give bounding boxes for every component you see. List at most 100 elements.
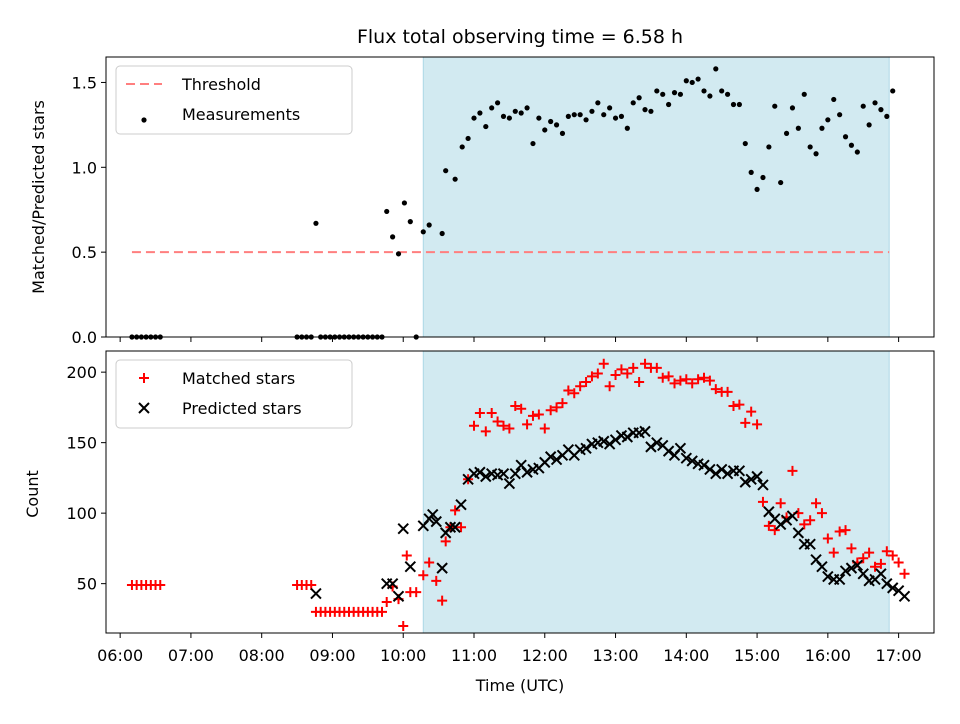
measurement-point xyxy=(642,107,648,113)
matched-star-point xyxy=(504,423,515,434)
matched-star-point xyxy=(657,372,668,383)
predicted-star-point xyxy=(804,538,816,550)
matched-star-point xyxy=(522,419,533,430)
matched-star-point xyxy=(622,368,633,379)
matched-star-point xyxy=(834,526,845,537)
predicted-star-point xyxy=(710,467,722,480)
measurement-point xyxy=(707,93,713,99)
y-tick-label: 200 xyxy=(66,363,97,382)
predicted-star-point xyxy=(521,466,533,478)
predicted-star-point xyxy=(845,562,858,574)
measurement-point xyxy=(890,88,896,94)
measurement-point xyxy=(483,123,489,130)
measurement-point xyxy=(813,151,819,157)
measurement-point xyxy=(719,88,725,94)
x-tick-label: 11:00 xyxy=(451,646,497,665)
matched-star-point xyxy=(604,381,615,392)
measurement-point xyxy=(459,144,465,150)
matched-star-point xyxy=(775,498,786,509)
measurement-point xyxy=(443,168,449,174)
matched-star-point xyxy=(722,386,733,397)
predicted-star-point xyxy=(550,453,563,466)
legend-predicted-swatch xyxy=(138,402,150,414)
measurement-point xyxy=(671,90,678,96)
measurement-point xyxy=(713,66,719,72)
measurement-point xyxy=(518,110,524,116)
predicted-star-point xyxy=(474,466,486,478)
predicted-star-point xyxy=(745,473,757,486)
measurement-point xyxy=(407,219,413,225)
measurement-point xyxy=(736,101,742,108)
legend-box xyxy=(115,65,353,135)
predicted-star-point xyxy=(609,434,622,446)
predicted-star-point xyxy=(444,521,457,533)
predicted-star-point xyxy=(780,514,793,526)
predicted-star-point xyxy=(455,498,467,511)
measurement-point xyxy=(825,117,831,123)
predicted-star-point xyxy=(704,463,716,476)
matched-star-point xyxy=(893,557,904,568)
measurement-point xyxy=(866,122,872,128)
measurement-point xyxy=(439,230,445,237)
measurement-point xyxy=(742,140,748,147)
matched-star-point xyxy=(763,520,774,531)
measurement-point xyxy=(548,118,554,125)
y-tick-label: 50 xyxy=(77,575,97,594)
measurement-point xyxy=(452,176,458,182)
ratio-panel: 0.0 0.5 1.0 1.5 Threshold Measurements xyxy=(72,56,935,347)
x-tick-label: 14:00 xyxy=(663,646,709,665)
matched-star-point xyxy=(418,570,429,581)
matched-star-point xyxy=(450,505,461,516)
matched-star-point xyxy=(734,399,745,410)
measurement-point xyxy=(571,112,577,118)
matched-star-point xyxy=(469,420,479,431)
matched-star-point xyxy=(887,550,898,561)
matched-star-point xyxy=(693,374,704,385)
measurement-point xyxy=(618,113,625,119)
predicted-star-point xyxy=(427,508,439,521)
matched-star-point xyxy=(510,400,521,411)
matched-star-point xyxy=(539,423,550,434)
predicted-star-point xyxy=(816,561,828,573)
measurement-point xyxy=(766,144,772,150)
x-tick-label: 16:00 xyxy=(805,646,851,665)
predicted-star-point xyxy=(721,467,734,480)
predicted-star-point xyxy=(544,451,557,463)
figure-title: Flux total observing time = 6.58 h xyxy=(357,26,683,48)
matched-star-point xyxy=(634,377,645,388)
y-tick-label: 150 xyxy=(66,434,97,453)
predicted-star-point xyxy=(839,565,852,577)
measurement-point xyxy=(390,234,396,240)
measurement-point xyxy=(500,113,507,119)
matched-star-point xyxy=(431,575,442,586)
y-tick-label: 1.0 xyxy=(72,158,97,177)
x-tick-label: 09:00 xyxy=(309,646,355,665)
x-tick-label: 07:00 xyxy=(168,646,214,665)
matched-star-point xyxy=(769,525,780,536)
y-tick-label: 0.0 xyxy=(72,328,97,347)
measurement-point xyxy=(854,149,860,155)
top-y-axis-label: Matched/Predicted stars xyxy=(29,100,48,294)
measurement-point xyxy=(748,169,754,175)
predicted-star-point xyxy=(430,515,442,528)
count-panel: 50 100 150 200 06:00 07:00 08:00 09:00 10:00 11:0… xyxy=(66,350,935,665)
matched-star-point xyxy=(675,375,686,386)
matched-star-point xyxy=(628,362,639,373)
measurement-point xyxy=(542,127,548,133)
matched-star-point xyxy=(787,465,798,476)
measurement-point xyxy=(489,105,495,111)
matched-star-point xyxy=(563,385,574,396)
measurement-point xyxy=(795,125,801,131)
matched-star-point xyxy=(381,596,392,607)
legend-matched-swatch xyxy=(139,373,149,383)
measurement-point xyxy=(683,78,689,84)
measurement-point xyxy=(607,105,613,111)
predicted-star-point xyxy=(733,465,746,477)
x-tick-label: 13:00 xyxy=(592,646,638,665)
predicted-star-point xyxy=(436,562,448,574)
matched-star-point xyxy=(870,561,881,572)
measurement-point xyxy=(589,108,595,114)
measurement-point xyxy=(384,208,390,215)
predicted-star-point xyxy=(792,527,805,539)
measurement-point xyxy=(772,103,778,109)
